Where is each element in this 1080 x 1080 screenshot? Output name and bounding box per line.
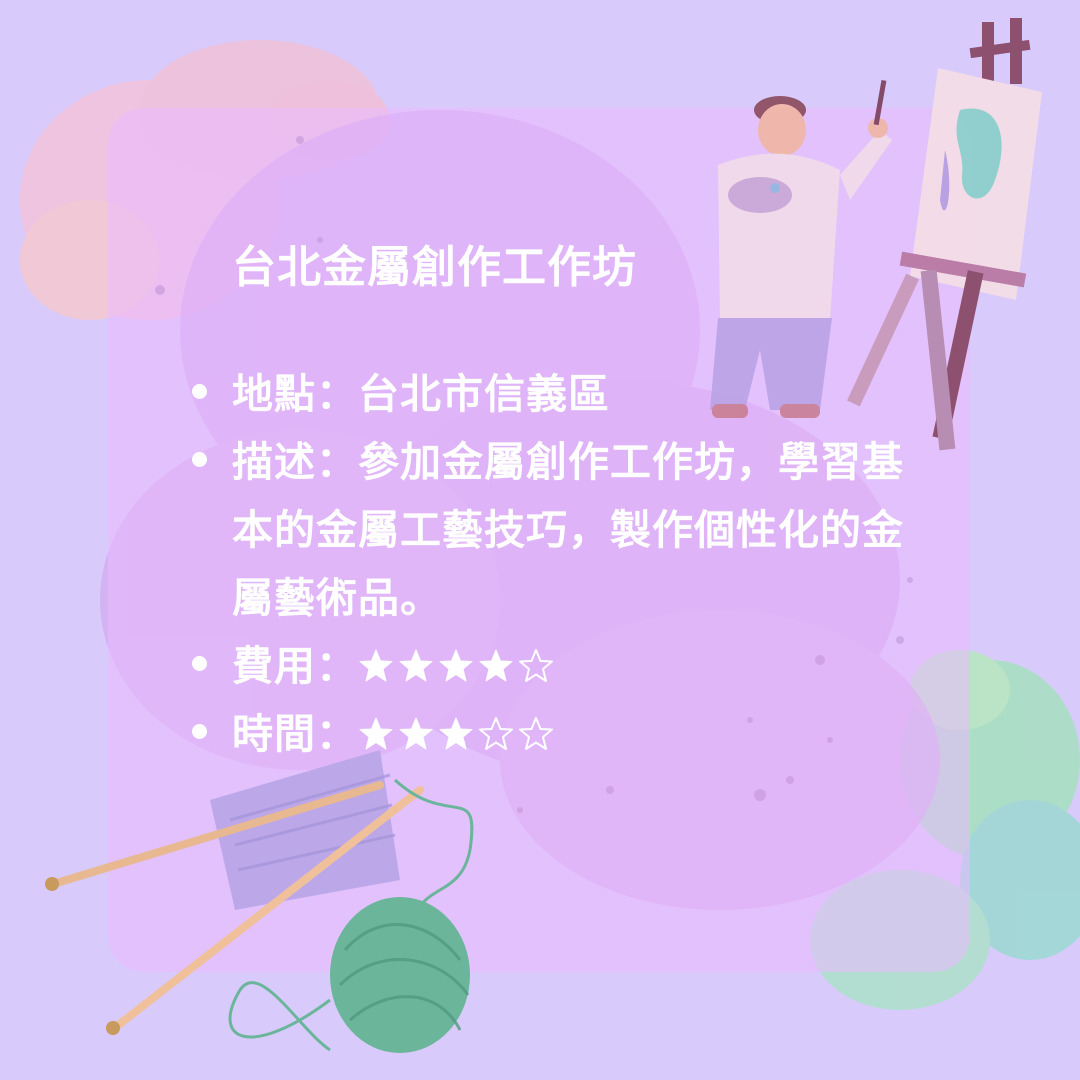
bullet-icon [192, 384, 207, 399]
star-empty-icon [518, 700, 554, 768]
star-filled-icon [398, 700, 434, 768]
star-empty-icon [478, 700, 514, 768]
bullet-icon [192, 724, 207, 739]
star-filled-icon [398, 632, 434, 700]
page-title: 台北金屬創作工作坊 [232, 242, 637, 293]
star-filled-icon [358, 632, 394, 700]
cost-label: 費用： [232, 642, 358, 690]
star-filled-icon [438, 700, 474, 768]
list-item-time: 時間： [192, 700, 932, 768]
description-label: 描述： [232, 438, 358, 486]
star-filled-icon [358, 700, 394, 768]
time-rating [358, 700, 554, 768]
star-empty-icon [518, 632, 554, 700]
time-label: 時間： [232, 710, 358, 758]
list-item-location: 地點：台北市信義區 [192, 360, 932, 428]
description-value: 參加金屬創作工作坊，學習基本的金屬工藝技巧，製作個性化的金屬藝術品。 [232, 438, 904, 622]
bullet-icon [192, 656, 207, 671]
details-list: 地點：台北市信義區 描述：參加金屬創作工作坊，學習基本的金屬工藝技巧，製作個性化… [192, 360, 932, 768]
list-item-description: 描述：參加金屬創作工作坊，學習基本的金屬工藝技巧，製作個性化的金屬藝術品。 [192, 428, 932, 632]
bullet-icon [192, 452, 207, 467]
cost-rating [358, 632, 554, 700]
location-value: 台北市信義區 [358, 370, 610, 418]
star-filled-icon [438, 632, 474, 700]
list-item-cost: 費用： [192, 632, 932, 700]
star-filled-icon [478, 632, 514, 700]
location-label: 地點： [232, 370, 358, 418]
